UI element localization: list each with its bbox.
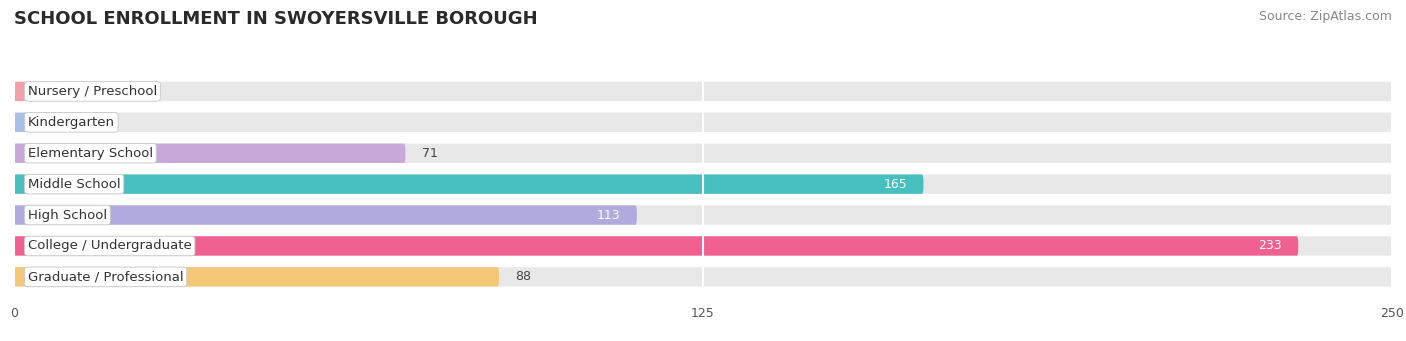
Text: 10: 10 [86, 85, 101, 98]
Text: SCHOOL ENROLLMENT IN SWOYERSVILLE BOROUGH: SCHOOL ENROLLMENT IN SWOYERSVILLE BOROUG… [14, 10, 537, 28]
Text: 233: 233 [1258, 239, 1282, 252]
Text: College / Undergraduate: College / Undergraduate [28, 239, 191, 252]
FancyBboxPatch shape [14, 267, 499, 286]
FancyBboxPatch shape [14, 144, 1392, 163]
Text: 165: 165 [883, 178, 907, 191]
FancyBboxPatch shape [14, 175, 1392, 194]
Text: 12: 12 [97, 116, 112, 129]
FancyBboxPatch shape [14, 144, 405, 163]
FancyBboxPatch shape [14, 205, 637, 225]
Text: Elementary School: Elementary School [28, 147, 153, 160]
Text: Nursery / Preschool: Nursery / Preschool [28, 85, 157, 98]
Text: 88: 88 [516, 270, 531, 283]
Text: Kindergarten: Kindergarten [28, 116, 115, 129]
FancyBboxPatch shape [14, 113, 80, 132]
Text: 71: 71 [422, 147, 437, 160]
FancyBboxPatch shape [14, 236, 1392, 256]
Text: Source: ZipAtlas.com: Source: ZipAtlas.com [1258, 10, 1392, 23]
Text: Middle School: Middle School [28, 178, 121, 191]
Text: High School: High School [28, 209, 107, 222]
FancyBboxPatch shape [14, 82, 69, 101]
FancyBboxPatch shape [14, 175, 924, 194]
FancyBboxPatch shape [14, 205, 1392, 225]
FancyBboxPatch shape [14, 267, 1392, 286]
FancyBboxPatch shape [14, 236, 1298, 256]
Text: Graduate / Professional: Graduate / Professional [28, 270, 183, 283]
FancyBboxPatch shape [14, 113, 1392, 132]
Text: 113: 113 [596, 209, 620, 222]
FancyBboxPatch shape [14, 82, 1392, 101]
